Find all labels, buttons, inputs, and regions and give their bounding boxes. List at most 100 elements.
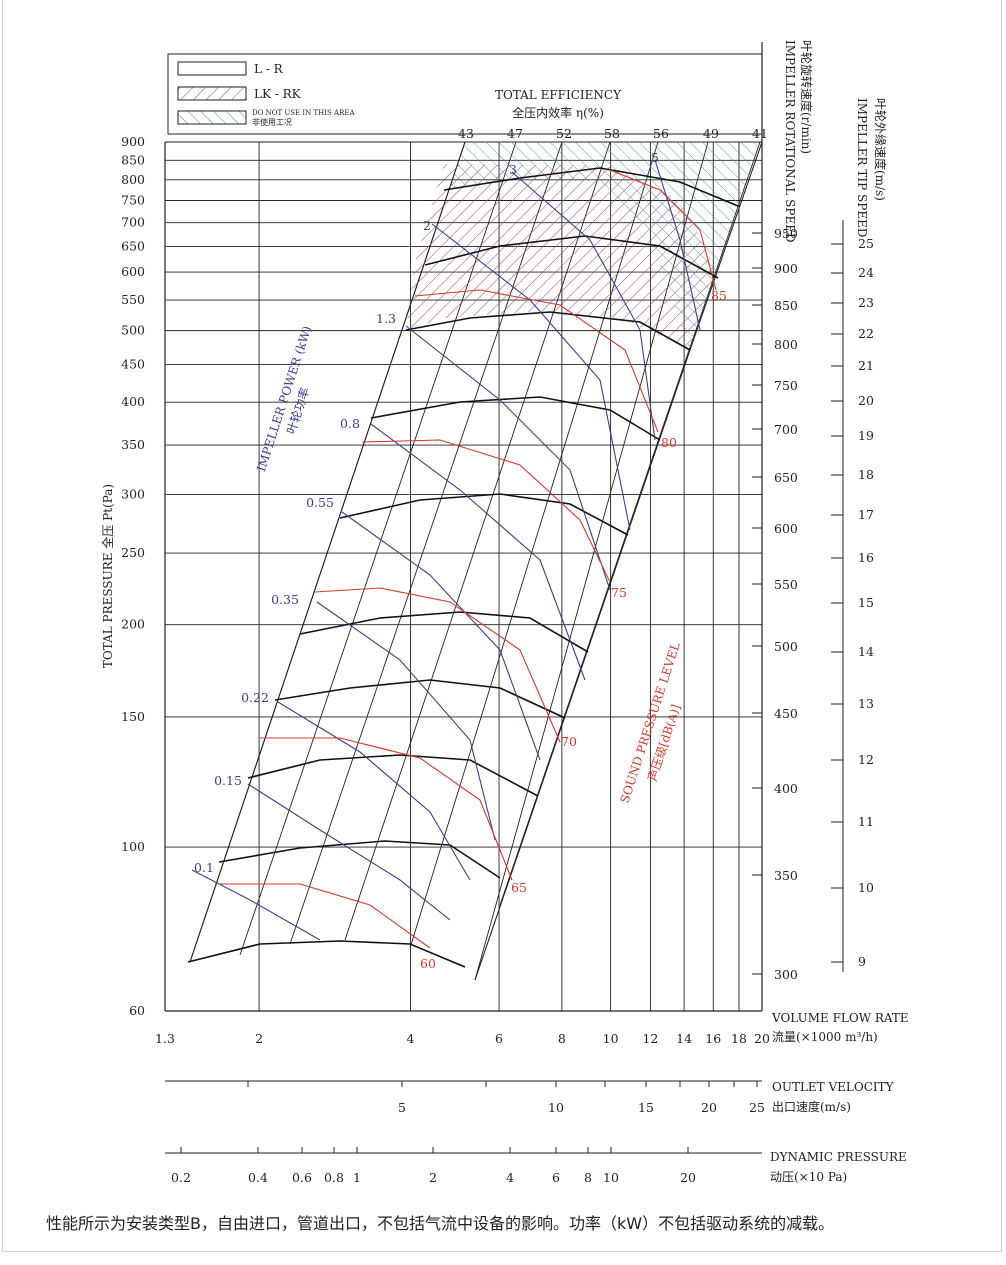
rotational-speed-label: 600: [774, 521, 798, 536]
tip-speed-label: 14: [858, 644, 874, 659]
y-tick-label: 250: [121, 545, 145, 560]
power-value-label: 0.15: [214, 773, 242, 788]
y-tick-label: 100: [121, 839, 145, 854]
fan-curve: [187, 940, 466, 968]
efficiency-title-cn: 全压内效率 η(%): [512, 105, 604, 120]
power-curve: [370, 423, 586, 681]
y-tick-label: 500: [121, 323, 145, 338]
tip-speed-label: 12: [858, 752, 874, 767]
tip-speed-label: 20: [858, 393, 874, 408]
fan-curve: [339, 493, 629, 536]
x-tick-label: 12: [642, 1031, 658, 1046]
sound-curve: [260, 737, 513, 881]
outlet-velocity-title-en: OUTLET VELOCITY: [772, 1080, 895, 1094]
power-value-label: 2: [423, 218, 431, 233]
rotational-speed-label: 550: [774, 577, 798, 592]
tip-speed-label: 16: [858, 550, 874, 565]
y-tick-label: 700: [121, 215, 145, 230]
rotational-speed-title-en: IMPELLER ROTATIONAL SPEED: [783, 40, 797, 243]
legend-swatch-nouse: [177, 110, 247, 125]
x-tick-label: 20: [754, 1031, 770, 1046]
power-value-label: 5: [651, 150, 659, 165]
power-curve: [654, 159, 701, 331]
legend-swatch-lr: [177, 61, 247, 76]
efficiency-title-en: TOTAL EFFICIENCY: [495, 88, 622, 102]
speed-line: [499, 141, 761, 906]
tip-speed-label: 10: [858, 880, 874, 895]
x-tick-label: 18: [731, 1031, 747, 1046]
envelope: [189, 141, 763, 981]
tip-speed-label: 22: [858, 326, 874, 341]
tip-speed-label: 17: [858, 507, 874, 522]
y-tick-label: 300: [121, 487, 145, 502]
sound-curve: [361, 439, 611, 583]
rotational-speed-label: 850: [774, 298, 798, 313]
y-tick-label: 450: [121, 356, 145, 371]
sound-curve: [609, 169, 717, 291]
power-curve: [316, 601, 496, 841]
fan-curve: [405, 311, 691, 351]
y-tick-label: 60: [129, 1003, 145, 1018]
fan-curve: [370, 396, 661, 441]
x-tick-label: 14: [676, 1031, 692, 1046]
fan-performance-chart: 60 100 150 200 250 300 350 400 450 500 550 600 650 70…: [100, 40, 909, 1185]
dynamic-pressure-label: 10: [603, 1170, 619, 1185]
rotational-speed-label: 300: [774, 967, 798, 982]
x-tick-label: 2: [255, 1031, 263, 1046]
x-tick-label: 1.3: [155, 1031, 175, 1046]
x-tick-label: 16: [705, 1031, 721, 1046]
sound-curve: [314, 587, 561, 743]
fan-curve: [274, 679, 566, 719]
outlet-velocity-label: 20: [701, 1100, 717, 1115]
x-axis-title-cn: 流量(×1000 m³/h): [772, 1030, 878, 1044]
y-tick-label: 350: [121, 437, 145, 452]
tip-speed-label: 19: [858, 428, 874, 443]
power-value-label: 0.8: [340, 416, 360, 431]
power-value-label: 0.35: [271, 592, 299, 607]
tip-speed-title-cn: 叶轮外缘速度(m/s): [873, 98, 888, 201]
dynamic-pressure-label: 0.2: [171, 1170, 191, 1185]
outlet-velocity-title-cn: 出口速度(m/s): [772, 1099, 851, 1114]
legend-frame: [167, 53, 763, 135]
dynamic-pressure-label: 20: [680, 1170, 696, 1185]
power-curve: [405, 325, 611, 591]
rotational-speed-label: 900: [774, 261, 798, 276]
legend-label-nouse: DO NOT USE IN THIS AREA: [252, 109, 355, 117]
tip-speed-label: 11: [858, 814, 874, 829]
x-axis-title-en: VOLUME FLOW RATE: [771, 1011, 909, 1025]
y-tick-label: 650: [121, 238, 145, 253]
legend-label-lkrk: LK - RK: [254, 87, 302, 101]
y-tick-label: 400: [121, 394, 145, 409]
power-value-label: 0.55: [306, 495, 334, 510]
y-axis-title: TOTAL PRESSURE 全压 Pt(Pa): [100, 484, 115, 668]
y-tick-label: 600: [121, 264, 145, 279]
dynamic-pressure-label: 4: [506, 1170, 514, 1185]
sound-value-label: 85: [711, 288, 727, 303]
rotational-speed-label: 350: [774, 868, 798, 883]
outlet-velocity-label: 10: [548, 1100, 564, 1115]
tip-speed-label: 23: [858, 295, 874, 310]
y-tick-label: 550: [121, 292, 145, 307]
power-curve: [511, 171, 656, 441]
y-tick-label: 800: [121, 172, 145, 187]
x-tick-label: 8: [558, 1031, 566, 1046]
sound-curve: [414, 289, 659, 433]
tip-speed-label: 9: [858, 954, 866, 969]
y-tick-label: 850: [121, 152, 145, 167]
sound-value-label: 60: [420, 956, 436, 971]
dynamic-pressure-label: 6: [552, 1170, 560, 1185]
no-use-region: [450, 142, 760, 350]
sound-value-label: 65: [511, 880, 527, 895]
region-layer: [406, 142, 760, 350]
x-tick-label: 10: [603, 1031, 619, 1046]
y-tick-label: 900: [121, 134, 145, 149]
sound-curve: [218, 883, 431, 949]
tip-speed-label: 13: [858, 696, 874, 711]
dynamic-pressure-label: 1: [353, 1170, 361, 1185]
y-tick-label: 750: [121, 193, 145, 208]
chart-caption: 性能所示为安装类型B，自由进口，管道出口，不包括气流中设备的影响。功率（kW）不…: [46, 1214, 835, 1233]
tip-speed-title-en: IMPELLER TIP SPEED: [855, 98, 869, 237]
rotational-speed-label: 700: [774, 422, 798, 437]
dynamic-pressure-label: 8: [584, 1170, 592, 1185]
